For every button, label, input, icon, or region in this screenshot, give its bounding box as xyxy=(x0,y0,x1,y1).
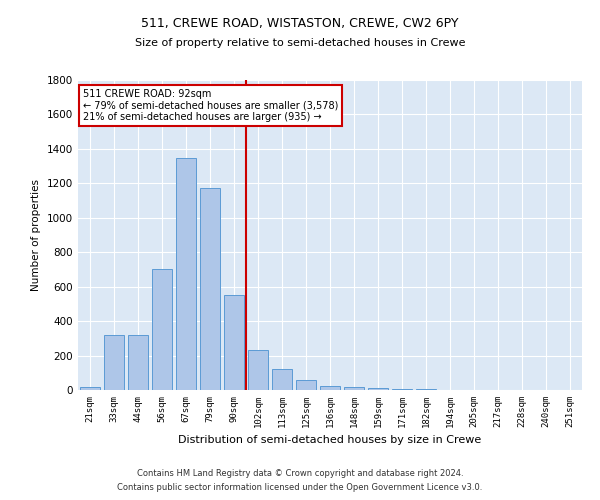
Bar xyxy=(248,350,268,390)
Bar xyxy=(320,386,340,390)
Y-axis label: Number of properties: Number of properties xyxy=(31,179,41,291)
Text: 511 CREWE ROAD: 92sqm
← 79% of semi-detached houses are smaller (3,578)
21% of s: 511 CREWE ROAD: 92sqm ← 79% of semi-deta… xyxy=(83,90,338,122)
Bar xyxy=(368,388,388,390)
Text: 511, CREWE ROAD, WISTASTON, CREWE, CW2 6PY: 511, CREWE ROAD, WISTASTON, CREWE, CW2 6… xyxy=(141,18,459,30)
Text: Size of property relative to semi-detached houses in Crewe: Size of property relative to semi-detach… xyxy=(135,38,465,48)
Bar xyxy=(224,296,244,390)
Bar xyxy=(176,158,196,390)
Bar xyxy=(80,386,100,390)
Bar xyxy=(104,335,124,390)
Text: Contains HM Land Registry data © Crown copyright and database right 2024.: Contains HM Land Registry data © Crown c… xyxy=(137,468,463,477)
Bar xyxy=(344,388,364,390)
Bar xyxy=(392,389,412,390)
Text: Contains public sector information licensed under the Open Government Licence v3: Contains public sector information licen… xyxy=(118,484,482,492)
Bar xyxy=(128,335,148,390)
Bar xyxy=(296,380,316,390)
X-axis label: Distribution of semi-detached houses by size in Crewe: Distribution of semi-detached houses by … xyxy=(178,436,482,446)
Bar xyxy=(200,188,220,390)
Bar xyxy=(152,270,172,390)
Bar xyxy=(272,370,292,390)
